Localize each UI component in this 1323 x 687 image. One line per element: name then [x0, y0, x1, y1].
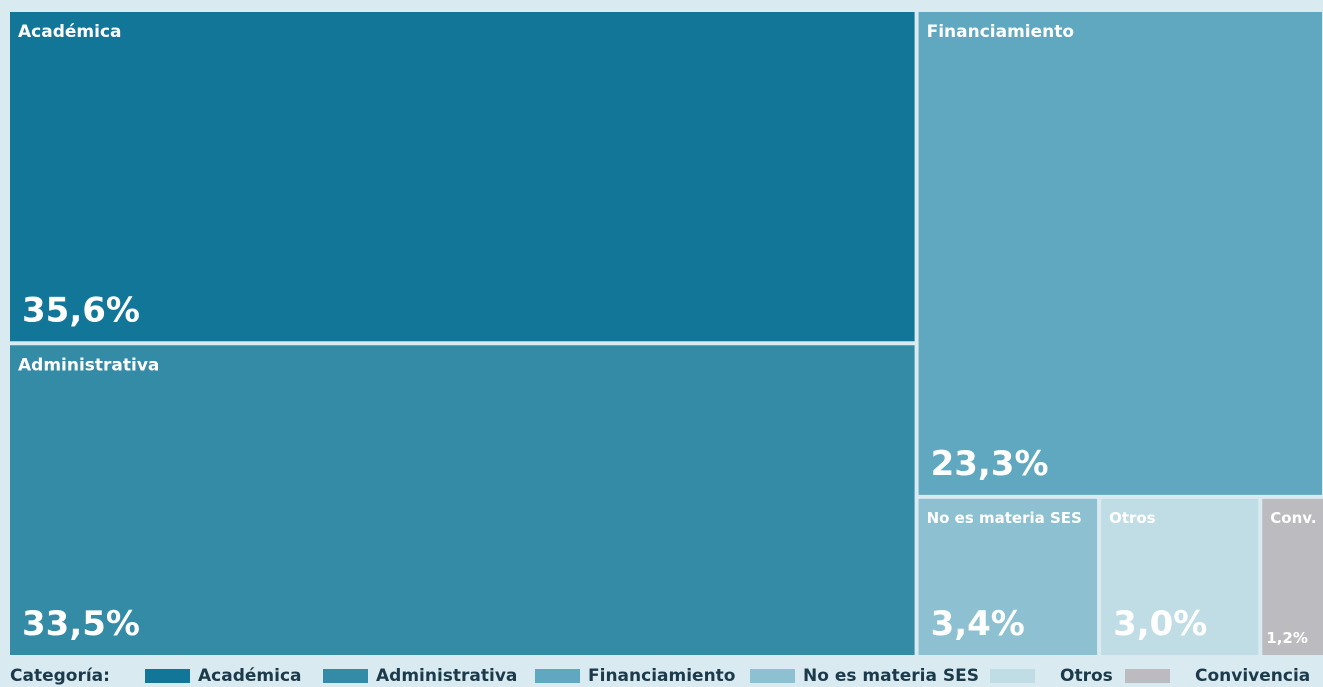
tile [918, 12, 1322, 495]
value-label: 23,3% [931, 444, 1049, 484]
legend-label: Académica [198, 666, 302, 686]
value-label: 35,6% [22, 290, 140, 330]
legend-label: Administrativa [376, 666, 517, 686]
legend-swatch [990, 669, 1035, 683]
tile-label: Financiamiento [927, 22, 1074, 42]
tile [918, 498, 1098, 655]
tile [1101, 498, 1259, 655]
legend-swatch [750, 669, 795, 683]
legend-label: Financiamiento [588, 666, 735, 686]
tile [10, 12, 915, 342]
legend-label: No es materia SES [803, 666, 979, 686]
legend-title: Categoría: [10, 666, 110, 686]
tile-label: Administrativa [18, 355, 159, 375]
value-label: 3,4% [931, 604, 1025, 644]
value-label: 3,0% [1113, 604, 1207, 644]
legend-swatch [145, 669, 190, 683]
tile-label: Académica [18, 22, 122, 42]
legend-swatch [323, 669, 368, 683]
legend-label: Convivencia [1195, 666, 1310, 686]
legend-swatch [1125, 669, 1170, 683]
tile-label: Conv. [1270, 509, 1316, 527]
legend-label: Otros [1060, 666, 1113, 686]
tile [10, 345, 915, 655]
value-label: 33,5% [22, 604, 140, 644]
tile [1262, 498, 1323, 655]
value-label: 1,2% [1266, 629, 1308, 647]
legend-swatch [535, 669, 580, 683]
tile-label: Otros [1109, 509, 1156, 527]
tile-label: No es materia SES [927, 509, 1082, 527]
